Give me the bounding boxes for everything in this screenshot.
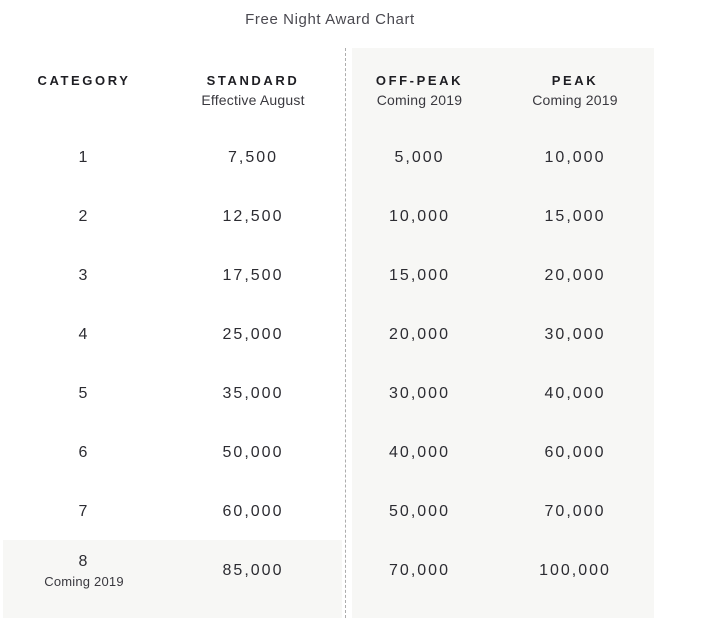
offpeak-value: 70,000: [389, 561, 450, 579]
cell-offpeak: 70,000: [352, 541, 487, 600]
cell-peak: 70,000: [487, 482, 663, 541]
cell-peak: 40,000: [487, 364, 663, 423]
category-value: 6: [78, 443, 90, 461]
cell-offpeak: 50,000: [352, 482, 487, 541]
page-title: Free Night Award Chart: [245, 11, 415, 28]
cell-category: 5: [0, 364, 168, 423]
peak-value: 40,000: [544, 384, 606, 402]
offpeak-value: 5,000: [394, 148, 445, 166]
header-peak-sublabel: Coming 2019: [532, 92, 618, 108]
cell-category: 7: [0, 482, 168, 541]
header-standard-label: STANDARD: [206, 73, 300, 88]
cell-category: 8 Coming 2019: [0, 541, 168, 600]
offpeak-value: 30,000: [389, 384, 450, 402]
header-peak: PEAK Coming 2019: [487, 48, 663, 128]
cell-offpeak: 20,000: [352, 305, 487, 364]
cell-peak: 60,000: [487, 423, 663, 482]
category-value: 2: [78, 207, 90, 225]
table-row: 2 12,500 10,000 15,000: [0, 187, 663, 246]
award-table: CATEGORY STANDARD Effective August OFF-P…: [0, 48, 663, 600]
header-peak-label: PEAK: [551, 73, 599, 88]
offpeak-value: 40,000: [389, 443, 450, 461]
table-row: 8 Coming 2019 85,000 70,000 100,000: [0, 541, 663, 600]
cell-category: 2: [0, 187, 168, 246]
peak-value: 15,000: [544, 207, 606, 225]
header-standard: STANDARD Effective August: [168, 48, 338, 128]
peak-value: 10,000: [544, 148, 606, 166]
cell-offpeak: 15,000: [352, 246, 487, 305]
cell-peak: 30,000: [487, 305, 663, 364]
cell-category: 3: [0, 246, 168, 305]
cell-standard: 7,500: [168, 128, 338, 187]
cell-category: 1: [0, 128, 168, 187]
cell-peak: 100,000: [487, 541, 663, 600]
table-row: 7 60,000 50,000 70,000: [0, 482, 663, 541]
cell-offpeak: 30,000: [352, 364, 487, 423]
header-category-label: CATEGORY: [37, 73, 131, 88]
cell-standard: 60,000: [168, 482, 338, 541]
cell-offpeak: 10,000: [352, 187, 487, 246]
standard-value: 60,000: [222, 502, 284, 520]
offpeak-value: 10,000: [389, 207, 450, 225]
cell-peak: 10,000: [487, 128, 663, 187]
peak-value: 60,000: [544, 443, 606, 461]
category-value: 1: [78, 148, 90, 166]
offpeak-value: 20,000: [389, 325, 450, 343]
offpeak-value: 15,000: [389, 266, 450, 284]
cell-category: 6: [0, 423, 168, 482]
table-row: 3 17,500 15,000 20,000: [0, 246, 663, 305]
category-value: 3: [78, 266, 90, 284]
standard-value: 12,500: [222, 207, 284, 225]
cell-offpeak: 5,000: [352, 128, 487, 187]
standard-value: 25,000: [222, 325, 284, 343]
header-offpeak: OFF-PEAK Coming 2019: [352, 48, 487, 128]
category-note: Coming 2019: [44, 573, 124, 589]
header-category: CATEGORY: [0, 48, 168, 128]
category-value: 8: [78, 552, 90, 570]
standard-value: 7,500: [227, 148, 279, 166]
cell-standard: 12,500: [168, 187, 338, 246]
cell-standard: 35,000: [168, 364, 338, 423]
table-row: 4 25,000 20,000 30,000: [0, 305, 663, 364]
cell-category: 4: [0, 305, 168, 364]
cell-standard: 50,000: [168, 423, 338, 482]
peak-value: 20,000: [544, 266, 606, 284]
category-value: 7: [78, 502, 90, 520]
peak-value: 70,000: [544, 502, 606, 520]
cell-peak: 15,000: [487, 187, 663, 246]
table-row: 1 7,500 5,000 10,000: [0, 128, 663, 187]
standard-value: 17,500: [222, 266, 284, 284]
table-header-row: CATEGORY STANDARD Effective August OFF-P…: [0, 48, 663, 128]
cell-standard: 25,000: [168, 305, 338, 364]
table-row: 5 35,000 30,000 40,000: [0, 364, 663, 423]
cell-peak: 20,000: [487, 246, 663, 305]
table-row: 6 50,000 40,000 60,000: [0, 423, 663, 482]
cell-standard: 85,000: [168, 541, 338, 600]
category8-highlight-panel: [3, 540, 342, 618]
standard-value: 35,000: [222, 384, 284, 402]
standard-value: 85,000: [222, 561, 284, 579]
cell-standard: 17,500: [168, 246, 338, 305]
peak-value: 100,000: [539, 561, 611, 579]
category-value: 4: [78, 325, 90, 343]
header-offpeak-label: OFF-PEAK: [375, 73, 464, 88]
offpeak-value: 50,000: [389, 502, 450, 520]
category-value: 5: [78, 384, 90, 402]
peak-value: 30,000: [544, 325, 606, 343]
standard-value: 50,000: [222, 443, 284, 461]
header-offpeak-sublabel: Coming 2019: [376, 92, 463, 108]
header-standard-sublabel: Effective August: [201, 92, 305, 108]
peak-offpeak-highlight-panel: [352, 48, 654, 618]
dashed-column-divider: [345, 48, 346, 618]
cell-offpeak: 40,000: [352, 423, 487, 482]
